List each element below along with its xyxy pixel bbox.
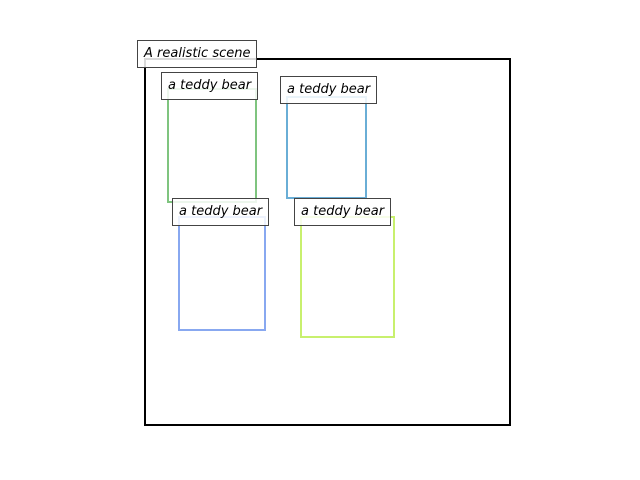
teddy-bear-box-3 <box>178 216 266 331</box>
teddy-bear-label-2: a teddy bear <box>280 76 378 104</box>
teddy-bear-box-2 <box>286 96 367 199</box>
scene-frame <box>144 58 511 426</box>
teddy-bear-label-4: a teddy bear <box>294 198 392 226</box>
scene-label: A realistic scene <box>137 40 258 68</box>
teddy-bear-box-4 <box>300 216 395 338</box>
teddy-bear-label-1: a teddy bear <box>161 72 259 100</box>
teddy-bear-box-1 <box>167 88 257 203</box>
teddy-bear-label-3: a teddy bear <box>172 198 270 226</box>
